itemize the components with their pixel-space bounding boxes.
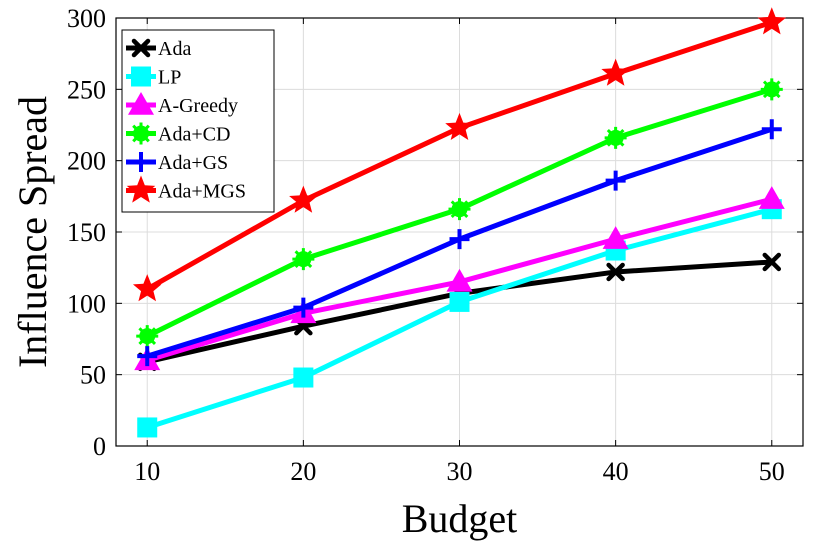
y-tick-label: 200 bbox=[67, 147, 106, 176]
data-point-ada-mgs bbox=[757, 7, 787, 35]
legend-entry-ada-mgs: Ada+MGS bbox=[126, 175, 246, 203]
legend-label: A-Greedy bbox=[158, 95, 238, 117]
legend: Ada LP A-Greedy Ada+CD Ada+GS Ada+MGS bbox=[121, 29, 275, 213]
data-point-ada-mgs bbox=[132, 274, 162, 302]
data-point-ada-mgs bbox=[445, 112, 474, 140]
legend-entry-lp: LP bbox=[126, 66, 181, 89]
series-lines bbox=[132, 7, 787, 438]
data-point-lp bbox=[293, 367, 314, 388]
legend-box bbox=[121, 29, 275, 213]
series-ada-gs bbox=[137, 119, 782, 367]
y-axis-label: Influence Spread bbox=[10, 96, 55, 368]
data-point-a-greedy bbox=[446, 268, 473, 292]
data-point-ada bbox=[762, 252, 782, 272]
data-point-lp bbox=[449, 291, 470, 312]
legend-label: Ada+MGS bbox=[158, 181, 246, 203]
data-point-ada-gs bbox=[449, 229, 470, 250]
data-point-ada-cd bbox=[760, 78, 783, 101]
data-point-a-greedy bbox=[758, 186, 785, 209]
y-tick-label: 150 bbox=[67, 218, 106, 247]
x-tick-label: 40 bbox=[603, 457, 629, 486]
legend-marker bbox=[131, 152, 151, 172]
x-tick-label: 20 bbox=[290, 457, 316, 486]
legend-label: Ada+GS bbox=[158, 152, 228, 174]
data-point-ada bbox=[606, 262, 625, 282]
x-tick-label: 10 bbox=[134, 457, 160, 486]
data-point-ada-gs bbox=[605, 170, 626, 191]
legend-marker bbox=[131, 38, 151, 58]
y-tick-label: 0 bbox=[93, 432, 106, 461]
y-tick-label: 250 bbox=[67, 75, 106, 104]
y-tick-label: 300 bbox=[67, 4, 106, 33]
data-point-ada-cd bbox=[604, 126, 627, 149]
x-tick-label: 50 bbox=[759, 457, 785, 486]
legend-label: LP bbox=[158, 67, 181, 89]
x-axis-label: Budget bbox=[402, 496, 518, 541]
data-point-ada-cd bbox=[136, 325, 159, 348]
data-point-ada-cd bbox=[448, 198, 471, 221]
series-ada-cd bbox=[136, 78, 783, 348]
legend-marker bbox=[128, 92, 154, 115]
data-point-ada-gs bbox=[293, 297, 314, 318]
data-point-ada-gs bbox=[137, 346, 158, 367]
data-point-ada-gs bbox=[761, 119, 782, 140]
legend-marker bbox=[131, 66, 151, 87]
legend-marker bbox=[130, 122, 152, 145]
x-tick-label: 30 bbox=[447, 457, 473, 486]
legend-label: Ada bbox=[158, 38, 191, 60]
legend-entry-a-greedy: A-Greedy bbox=[126, 92, 238, 117]
legend-marker bbox=[126, 175, 156, 203]
data-point-lp bbox=[137, 417, 158, 438]
y-tick-label: 50 bbox=[80, 361, 106, 390]
axis-ticks: 10 20 30 40 50 0 50 100 150 200 250 300 bbox=[67, 4, 803, 486]
data-point-ada-mgs bbox=[601, 58, 630, 86]
series-lp bbox=[137, 199, 782, 438]
legend-entry-ada-gs: Ada+GS bbox=[126, 152, 228, 174]
data-point-ada-cd bbox=[292, 248, 315, 271]
y-tick-label: 100 bbox=[67, 289, 106, 318]
data-point-ada-mgs bbox=[289, 185, 318, 213]
series-ada-mgs bbox=[132, 7, 787, 302]
data-point-a-greedy bbox=[602, 226, 629, 249]
legend-label: Ada+CD bbox=[158, 124, 230, 146]
legend-entry-ada-cd: Ada+CD bbox=[126, 122, 230, 146]
legend-entry-ada: Ada bbox=[126, 38, 191, 60]
